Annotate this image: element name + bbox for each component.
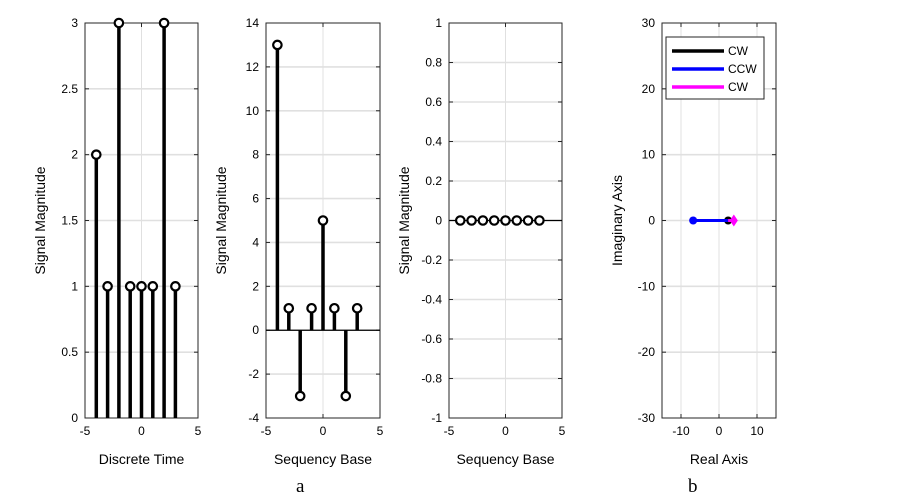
stem-marker xyxy=(466,215,477,226)
stem-marker xyxy=(136,281,147,292)
stem-marker xyxy=(454,215,466,226)
chart-4: -10 0 10 -30 -20 -10 0 10 20 30 Real Axis Imaginary… xyxy=(609,16,777,467)
y-tick-label: -20 xyxy=(638,345,656,359)
x-tick-label: 0 xyxy=(138,424,145,438)
y-tick-label: 8 xyxy=(252,148,259,162)
axes-box xyxy=(661,22,777,419)
stem-marker xyxy=(329,302,340,314)
x-axis-label: Real Axis xyxy=(690,451,748,467)
y-axis-label: Signal Magnitude xyxy=(213,166,229,274)
y-tick-label: 2 xyxy=(71,148,78,162)
y-tick-label: 6 xyxy=(252,192,259,206)
y-axis-label: Imaginary Axis xyxy=(609,175,625,266)
x-tick-label: 5 xyxy=(559,424,566,438)
stem-marker xyxy=(124,281,136,292)
x-tick-label: 10 xyxy=(750,424,764,438)
stem-marker xyxy=(500,215,511,226)
stem-marker xyxy=(272,39,283,51)
stem-marker xyxy=(102,281,113,292)
x-tick-label: -10 xyxy=(672,424,690,438)
stem-marker xyxy=(158,17,170,29)
stem-marker xyxy=(283,302,295,314)
legend-entry: CW xyxy=(728,44,749,58)
y-tick-label: 0.4 xyxy=(425,135,442,149)
x-tick-label: 5 xyxy=(377,424,384,438)
y-tick-label: -4 xyxy=(248,411,259,425)
y-tick-label: 3 xyxy=(71,16,78,30)
legend: CW CCW CW xyxy=(665,36,765,100)
legend-entry: CW xyxy=(728,80,749,94)
x-tick-label: 5 xyxy=(195,424,202,438)
panel-label-b: b xyxy=(688,476,698,497)
y-axis-label: Signal Magnitude xyxy=(32,166,48,274)
x-tick-label: -5 xyxy=(444,424,455,438)
y-tick-label: 10 xyxy=(642,148,656,162)
x-tick-label: 0 xyxy=(716,424,723,438)
x-axis-label: Sequency Base xyxy=(456,451,554,467)
panel-label-a: a xyxy=(296,476,305,497)
axes-box xyxy=(265,22,381,419)
chart-2: -5 0 5 -4 -2 0 2 4 6 8 10 12 14 Sequency Base Signal M… xyxy=(213,16,384,467)
y-tick-label: -0.4 xyxy=(421,293,442,307)
x-tick-label: -5 xyxy=(261,424,272,438)
y-tick-label: 14 xyxy=(246,16,260,30)
y-tick-label: 0 xyxy=(252,323,259,337)
y-tick-label: 4 xyxy=(252,235,259,249)
x-tick-label: -5 xyxy=(80,424,91,438)
x-axis-label: Discrete Time xyxy=(99,451,185,467)
y-tick-label: -1 xyxy=(431,411,442,425)
y-tick-label: 0.2 xyxy=(425,174,442,188)
y-tick-label: 0 xyxy=(648,214,655,228)
y-tick-label: 0.8 xyxy=(425,56,442,70)
stem-marker xyxy=(522,215,534,226)
y-tick-label: 2.5 xyxy=(61,82,78,96)
stem-marker xyxy=(511,215,523,226)
stem-marker xyxy=(306,302,317,314)
y-axis-label: Signal Magnitude xyxy=(396,166,412,274)
y-tick-label: 1.5 xyxy=(61,214,78,228)
y-tick-label: -0.8 xyxy=(421,372,442,386)
y-tick-label: -0.6 xyxy=(421,332,442,346)
stem-marker xyxy=(91,149,102,160)
stem-marker xyxy=(340,390,352,402)
stem-marker xyxy=(534,215,545,226)
stem-marker xyxy=(488,215,500,226)
stem-marker xyxy=(351,302,363,314)
y-tick-label: 0.5 xyxy=(61,345,78,359)
y-tick-label: 0 xyxy=(435,214,442,228)
y-tick-label: 30 xyxy=(642,16,656,30)
y-tick-label: 10 xyxy=(246,104,260,118)
stem-marker xyxy=(317,215,329,226)
series-point xyxy=(729,214,738,227)
y-tick-label: -30 xyxy=(638,411,656,425)
x-axis-label: Sequency Base xyxy=(274,451,372,467)
y-tick-label: 12 xyxy=(246,60,260,74)
y-tick-label: 1 xyxy=(71,279,78,293)
stem-marker xyxy=(113,17,125,29)
x-tick-label: 0 xyxy=(320,424,327,438)
legend-entry: CCW xyxy=(728,62,757,76)
y-tick-label: -0.2 xyxy=(421,253,442,267)
y-tick-label: 2 xyxy=(252,279,259,293)
y-tick-label: 0 xyxy=(71,411,78,425)
y-tick-label: 20 xyxy=(642,82,656,96)
stem-marker xyxy=(477,215,489,226)
y-tick-label: -2 xyxy=(248,367,259,381)
stem-marker xyxy=(294,390,306,402)
y-tick-label: -10 xyxy=(638,279,656,293)
series-point xyxy=(689,216,698,225)
x-tick-label: 0 xyxy=(502,424,509,438)
stem-marker xyxy=(170,281,181,292)
y-tick-label: 1 xyxy=(435,16,442,30)
stem-marker xyxy=(147,281,159,292)
y-tick-label: 0.6 xyxy=(425,95,442,109)
chart-3: -5 0 5 -1 -0.8 -0.6 -0.4 -0.2 0 0.2 0.4 0.6 0.8 1 Sequ… xyxy=(396,16,566,467)
